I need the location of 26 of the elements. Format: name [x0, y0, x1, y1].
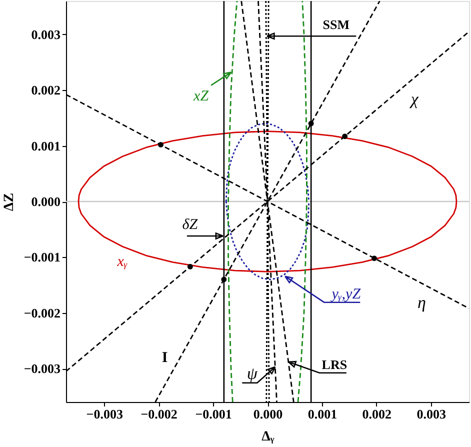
text: LRS: [322, 356, 348, 372]
y-tick-label: −0.002: [24, 305, 60, 320]
y-tick-label: −0.003: [24, 361, 61, 376]
series-label: η: [417, 293, 426, 312]
x-tick-label: 0.001: [308, 406, 338, 422]
y-tick-label: −0.001: [24, 250, 60, 265]
y-tick-label: 0.002: [31, 82, 60, 98]
x-tick-label: −0.001: [195, 406, 232, 422]
x-tick-label: 0.000: [253, 406, 283, 422]
x-tick-label: −0.003: [86, 406, 124, 422]
y-tick-label: 0.001: [31, 138, 60, 154]
series-label: χ: [408, 90, 419, 109]
x-tick-label: 0.002: [362, 406, 392, 422]
ref-line-label: δZ: [182, 216, 198, 233]
text: yᵧ,yZ: [330, 286, 362, 302]
series-label: ψ: [246, 364, 258, 383]
x-tick-label: 0.003: [416, 406, 447, 422]
series-label: I: [162, 350, 168, 366]
x-axis-title: Δᵧ: [262, 430, 274, 444]
y-tick-label: 0.003: [31, 26, 61, 42]
x-tick-label: −0.002: [140, 406, 178, 422]
series-label: xZ: [192, 88, 210, 104]
y-tick-label: 0.000: [31, 194, 60, 209]
y-axis-title: ΔZ: [2, 192, 17, 212]
text: SSM: [322, 17, 350, 32]
series-label: xᵧ: [116, 254, 128, 270]
